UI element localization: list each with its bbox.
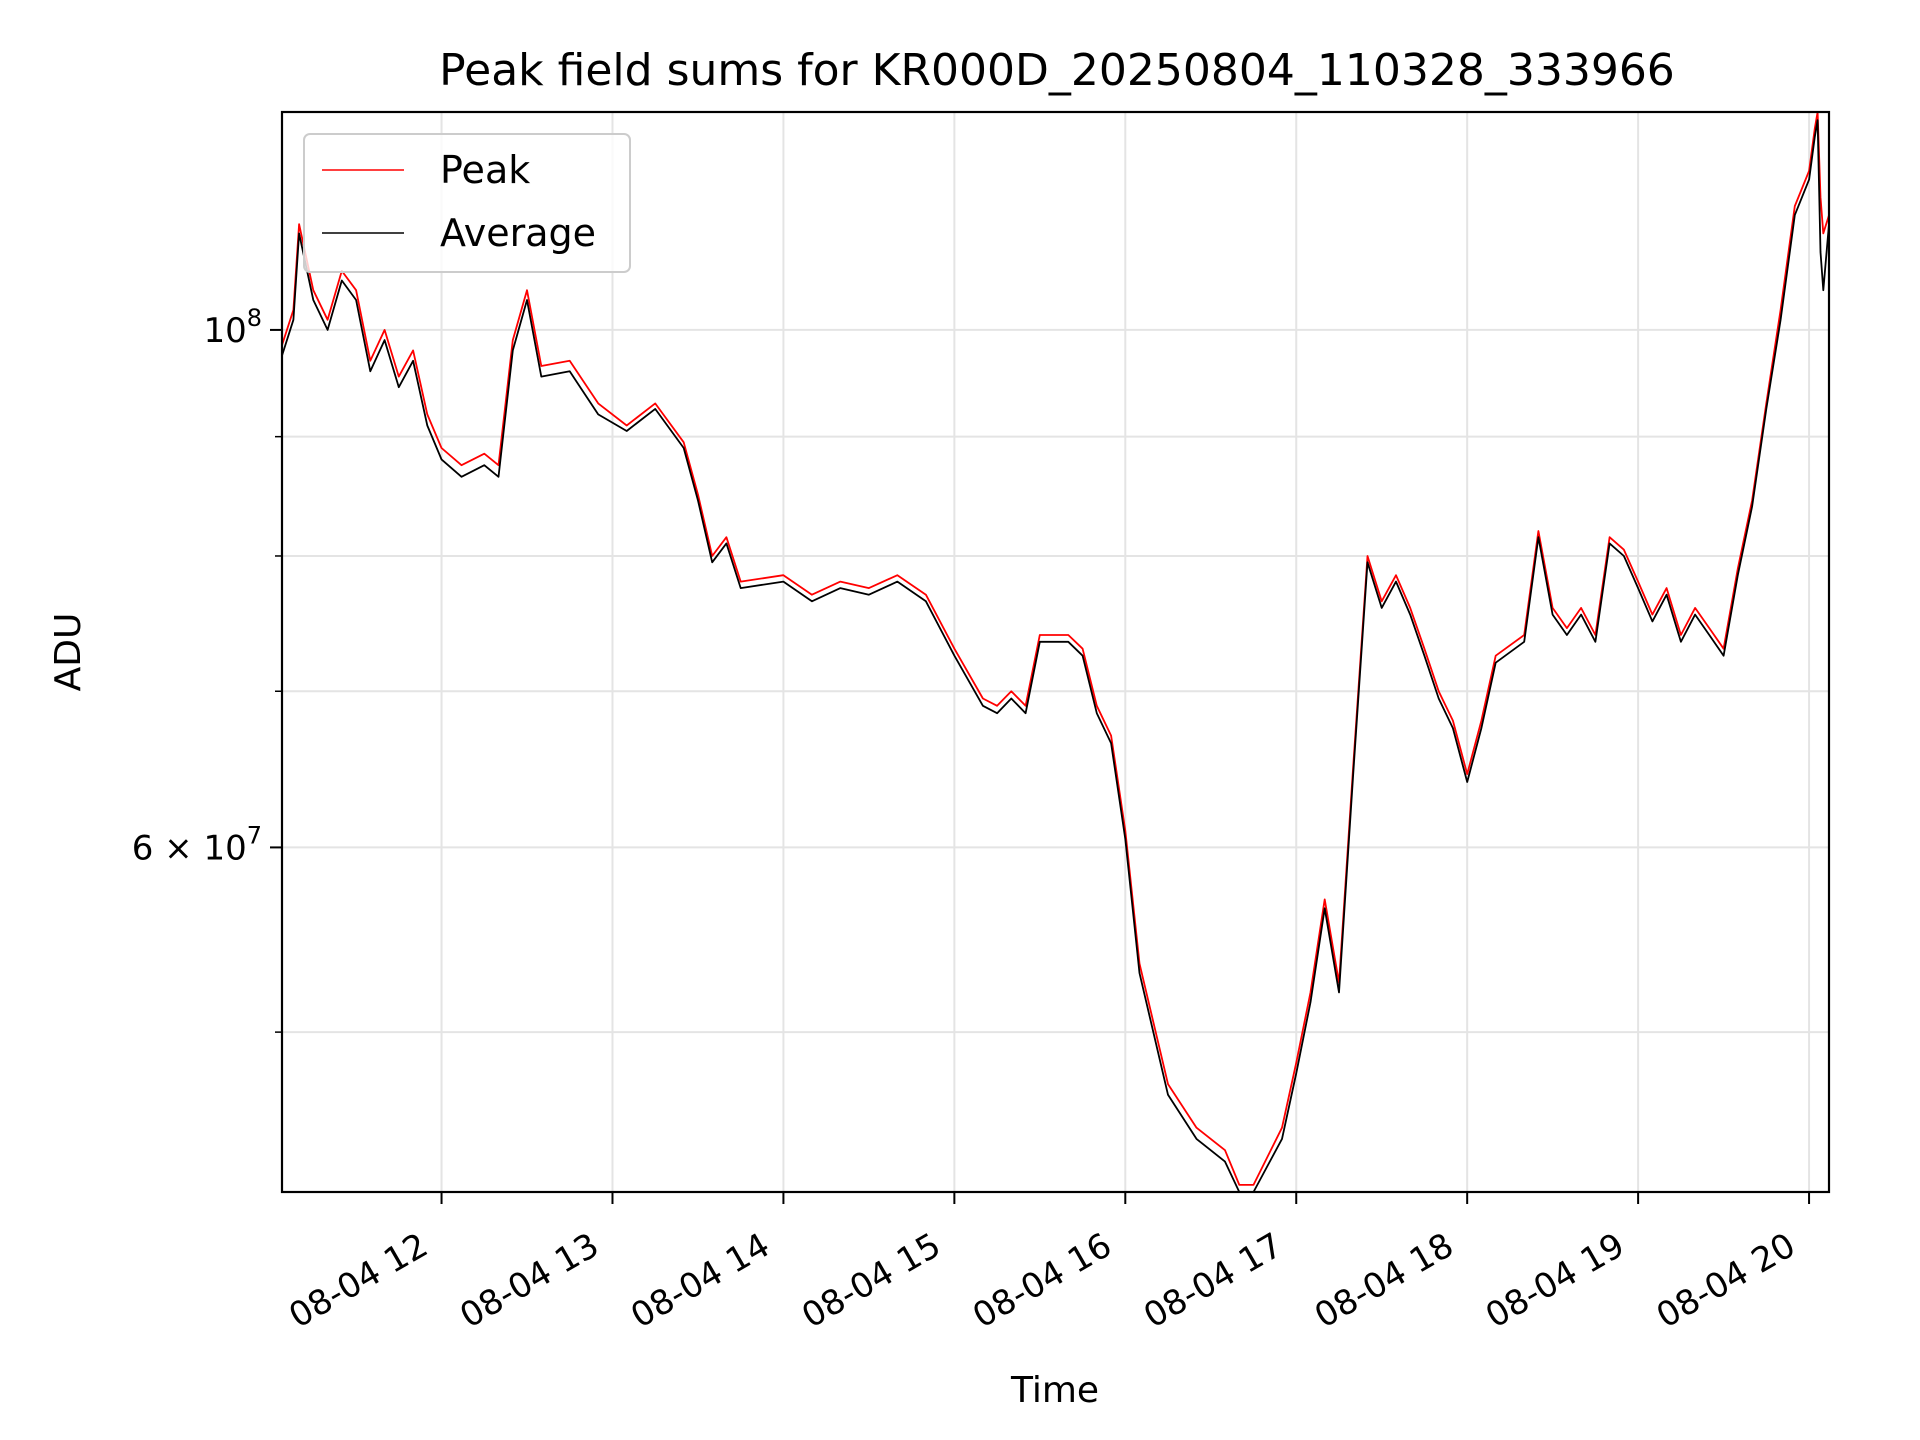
series-line-peak: [281, 111, 1830, 1186]
plot-frame: [280, 110, 1831, 1194]
y-tick-label: 108: [203, 304, 262, 351]
grid-lines: [282, 112, 1829, 1192]
x-axis-label: Time: [1010, 1370, 1099, 1411]
chart-title: Peak field sums for KR000D_20250804_1103…: [439, 45, 1675, 96]
legend-peak-label: Peak: [440, 148, 530, 192]
y-tick-label: 6 × 107: [132, 821, 262, 868]
legend-average-label: Average: [440, 211, 596, 255]
series-layer: [281, 111, 1830, 1193]
legend-box: [303, 133, 631, 273]
series-line-average: [281, 119, 1830, 1193]
legend: Peak Average: [303, 133, 631, 273]
y-axis-label: ADU: [48, 613, 89, 692]
